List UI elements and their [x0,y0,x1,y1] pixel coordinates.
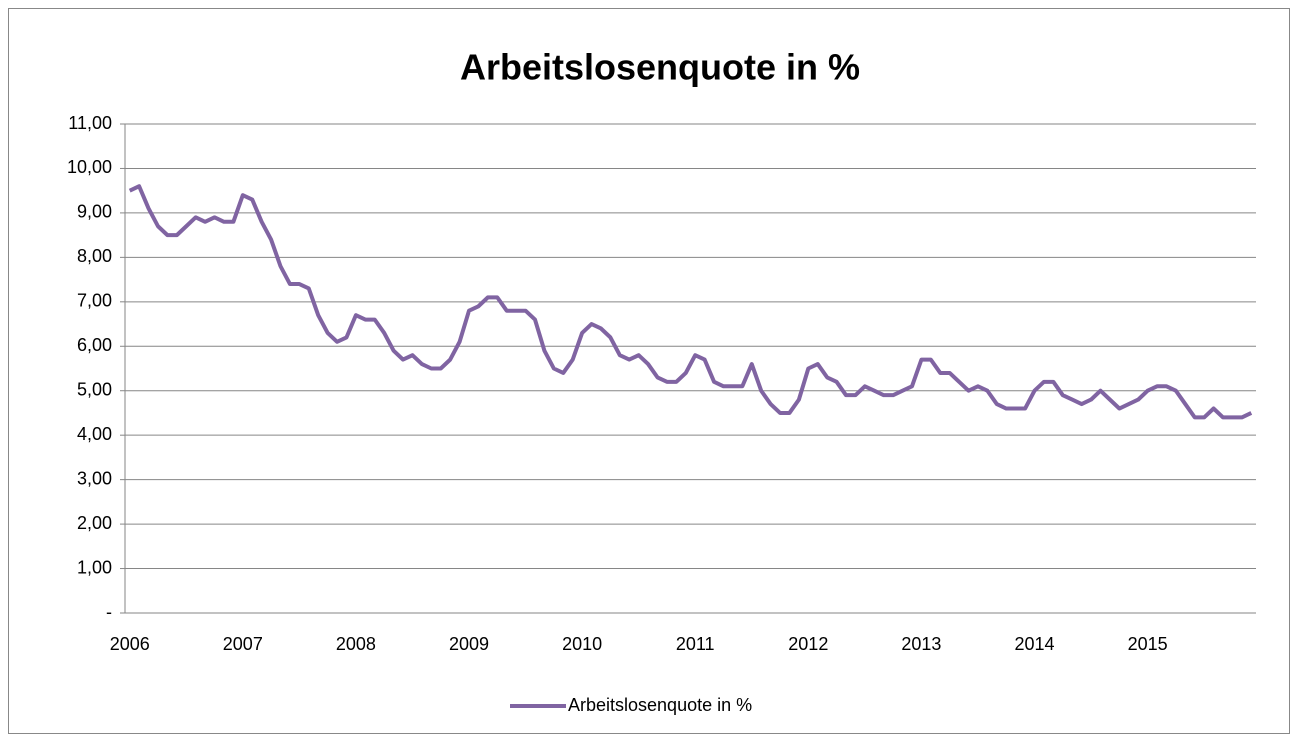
chart-border [8,8,1290,734]
x-tick-label: 2013 [901,634,941,654]
legend-label: Arbeitslosenquote in % [568,695,752,715]
y-tick-label: 2,00 [77,513,112,533]
y-tick-label: - [106,602,112,622]
y-tick-label: 4,00 [77,424,112,444]
y-tick-label: 3,00 [77,468,112,488]
y-tick-label: 10,00 [67,157,112,177]
x-tick-label: 2008 [336,634,376,654]
x-tick-label: 2009 [449,634,489,654]
data-line [128,184,1253,420]
y-tick-label: 5,00 [77,379,112,399]
y-tick-label: 9,00 [77,202,112,222]
x-tick-label: 2010 [562,634,602,654]
y-tick-label: 1,00 [77,557,112,577]
x-tick-label: 2012 [788,634,828,654]
x-tick-label: 2007 [223,634,263,654]
y-tick-label: 6,00 [77,335,112,355]
y-tick-label: 8,00 [77,246,112,266]
y-tick-label: 7,00 [77,291,112,311]
x-tick-label: 2015 [1128,634,1168,654]
x-tick-label: 2006 [110,634,150,654]
y-tick-label: 11,00 [68,113,112,133]
x-tick-label: 2011 [676,634,715,654]
chart-title: Arbeitslosenquote in % [460,47,860,88]
x-tick-label: 2014 [1014,634,1054,654]
